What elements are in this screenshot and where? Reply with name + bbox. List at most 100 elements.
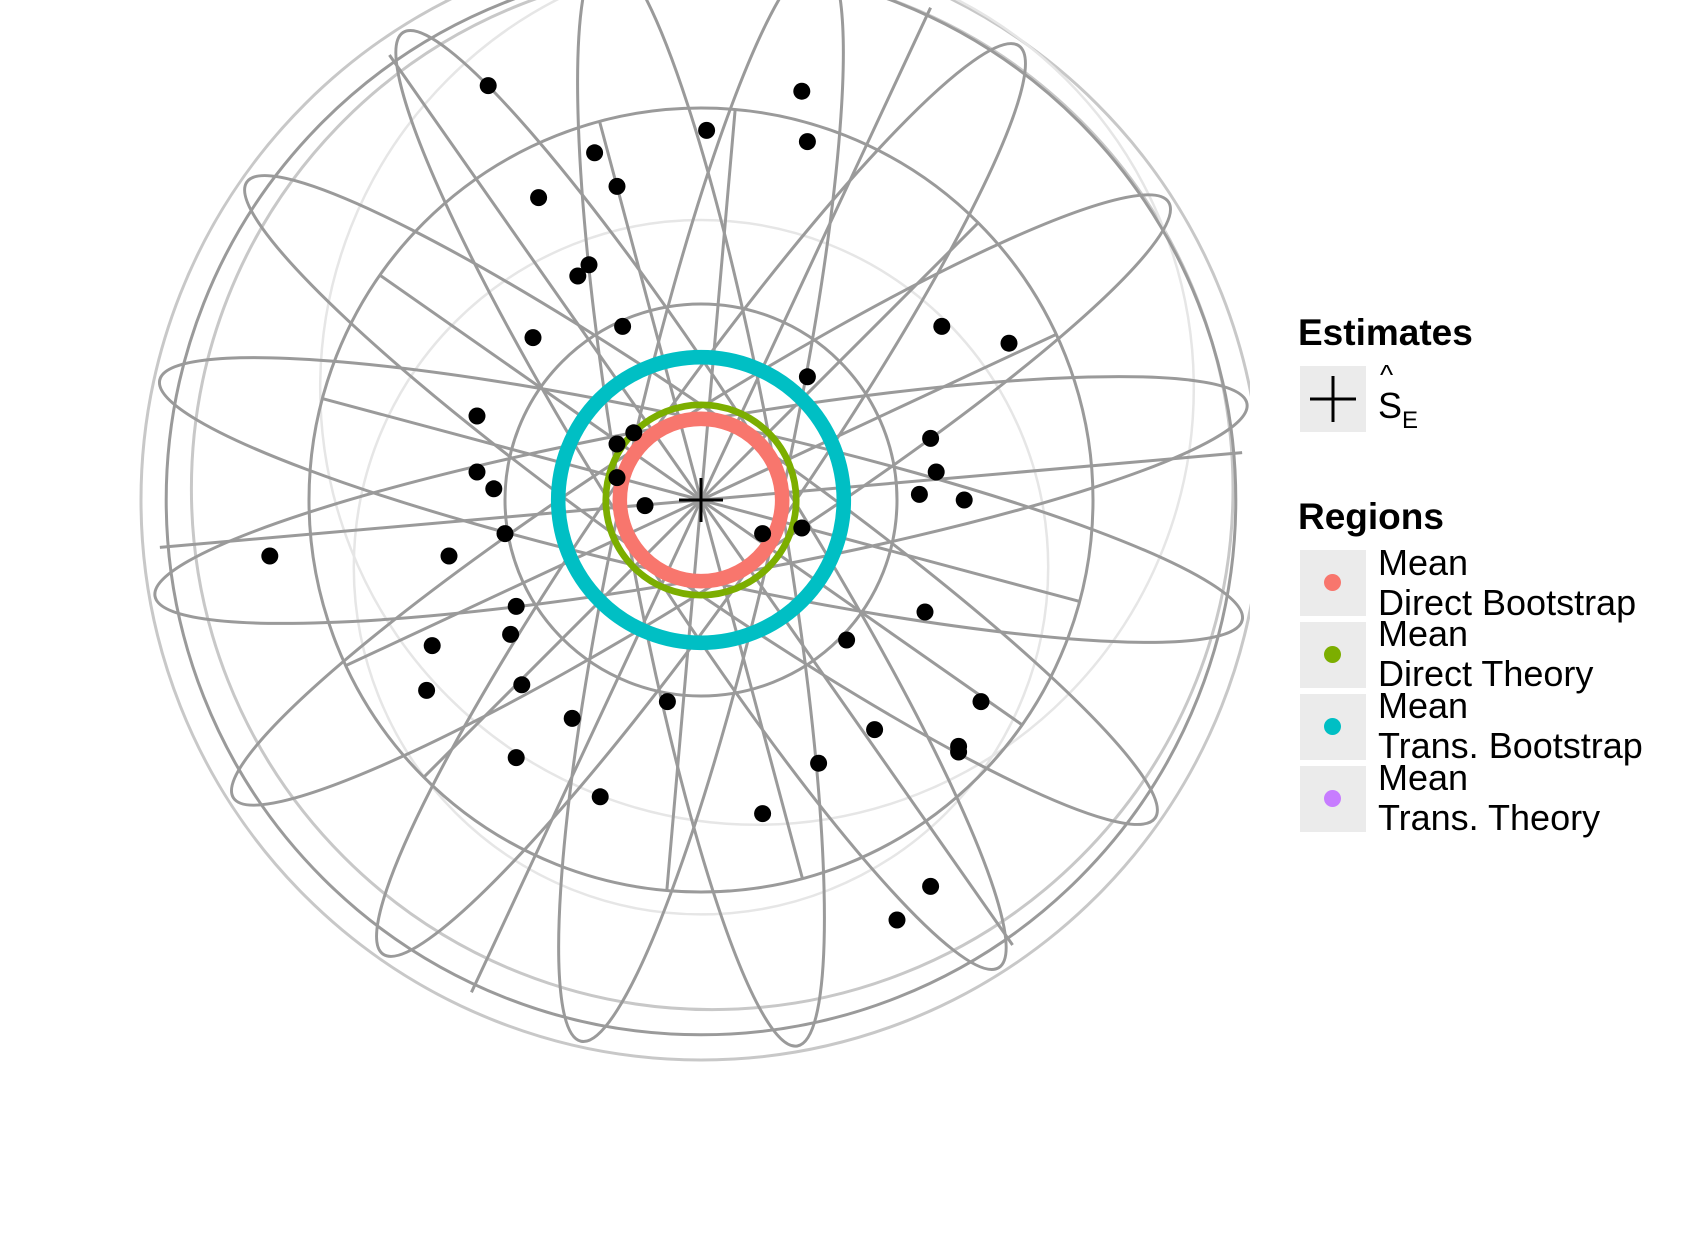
grid-spoke-3 — [699, 221, 980, 502]
grid-great-circle-5 — [576, 0, 826, 1048]
region-3-line1: Mean — [1378, 685, 1469, 726]
region-2-line2: Direct Theory — [1378, 653, 1594, 694]
data-point-2 — [793, 82, 811, 100]
data-point-24 — [927, 463, 945, 481]
data-point-32 — [418, 681, 436, 699]
data-point-43 — [507, 749, 525, 767]
legend-key-region-2 — [1300, 622, 1366, 688]
hat-mark: ^ — [1380, 359, 1394, 390]
estimate-subscript: E — [1402, 407, 1419, 434]
data-point-28 — [754, 525, 772, 543]
grid-spoke-15 — [699, 499, 804, 880]
grid-circle-3 — [164, 0, 1238, 1037]
grid-spoke-18 — [700, 498, 1081, 603]
data-point-38 — [866, 721, 884, 739]
data-point-15 — [485, 480, 503, 498]
grid-faint-arc-2 — [319, 0, 1195, 826]
legend-label-region-4: Mean Trans. Theory — [1378, 758, 1600, 838]
region-3-line2: Trans. Bootstrap — [1378, 725, 1643, 766]
grid-spoke-13 — [470, 499, 703, 993]
data-point-26 — [955, 491, 973, 509]
grid-spoke-9 — [321, 397, 702, 502]
legend-label-region-1: Mean Direct Bootstrap — [1378, 543, 1636, 623]
data-point-10 — [614, 317, 632, 335]
data-point-19 — [440, 547, 458, 565]
data-point-25 — [910, 485, 928, 503]
data-point-3 — [698, 121, 716, 139]
data-point-42 — [950, 737, 968, 755]
grid-outer-circle-2 — [190, 0, 1235, 1011]
data-point-8 — [580, 256, 598, 274]
data-point-48 — [608, 435, 626, 453]
region-1-line2: Direct Bootstrap — [1378, 582, 1637, 623]
data-point-5 — [798, 133, 816, 151]
grid-spoke-7 — [388, 54, 703, 501]
legend-key-region-3 — [1300, 694, 1366, 760]
grid-outer-circle-1 — [139, 0, 1250, 1062]
data-point-11 — [524, 329, 542, 347]
stereographic-plot — [139, 0, 1250, 1062]
data-point-30 — [502, 625, 520, 643]
center-estimate-cross — [679, 478, 723, 522]
data-point-37 — [563, 709, 581, 727]
data-point-22 — [1000, 334, 1018, 352]
region-4-line2: Trans. Theory — [1378, 797, 1601, 838]
grid-circle-2 — [307, 106, 1095, 894]
data-point-23 — [922, 429, 940, 447]
data-point-29 — [507, 597, 525, 615]
data-point-17 — [636, 497, 654, 515]
data-point-34 — [916, 603, 934, 621]
grid-circle-1 — [503, 302, 899, 698]
data-point-31 — [423, 637, 441, 655]
legend-swatch-trans-bootstrap — [1324, 718, 1341, 735]
region-1-line1: Mean — [1378, 542, 1469, 583]
grid-spoke-16 — [699, 499, 1014, 946]
legend-title-estimates: Estimates — [1298, 312, 1473, 353]
data-point-9 — [569, 267, 587, 285]
data-point-7 — [530, 189, 548, 207]
data-point-21 — [933, 317, 951, 335]
legend-key-region-4 — [1300, 766, 1366, 832]
region-rings — [550, 349, 852, 651]
legend-key-region-1 — [1300, 550, 1366, 616]
grid-faint-arc-1 — [352, 218, 1050, 916]
region-ring-mean-direct-theory — [602, 401, 800, 599]
data-point-33 — [513, 676, 531, 694]
grid-spoke-12 — [422, 498, 703, 779]
data-point-44 — [591, 788, 609, 806]
legend-swatch-direct-bootstrap — [1324, 574, 1341, 591]
data-point-20 — [261, 547, 279, 565]
legend-swatch-direct-theory — [1324, 646, 1341, 663]
region-2-line1: Mean — [1378, 613, 1469, 654]
data-point-39 — [810, 754, 828, 772]
data-point-16 — [608, 469, 626, 487]
data-point-12 — [798, 368, 816, 386]
legend-swatch-trans-theory — [1324, 790, 1341, 807]
data-point-47 — [888, 911, 906, 929]
grid-spoke-4 — [699, 7, 932, 501]
data-point-49 — [625, 424, 643, 442]
data-point-13 — [468, 407, 486, 425]
data-point-35 — [838, 631, 856, 649]
data-point-46 — [922, 877, 940, 895]
data-point-36 — [658, 693, 676, 711]
data-point-27 — [793, 519, 811, 537]
grid-spoke-10 — [159, 498, 702, 549]
grid-spoke-5 — [699, 109, 737, 501]
grid-spoke-2 — [700, 332, 1057, 502]
cross-icon — [1310, 376, 1356, 422]
legend-label-region-2: Mean Direct Theory — [1378, 614, 1593, 694]
data-point-1 — [479, 77, 497, 95]
grid-faint-lines — [139, 0, 1250, 1062]
legend-key-estimate — [1300, 366, 1366, 432]
data-point-40 — [972, 693, 990, 711]
grid-spoke-11 — [345, 498, 702, 668]
region-4-line1: Mean — [1378, 757, 1469, 798]
estimate-symbol: S — [1378, 385, 1403, 426]
data-point-6 — [608, 177, 626, 195]
legend-label-estimate: ^ SE — [1378, 359, 1419, 435]
data-point-18 — [496, 525, 514, 543]
data-point-14 — [468, 463, 486, 481]
grid-spoke-14 — [665, 499, 703, 891]
grid-spoke-1 — [700, 451, 1243, 502]
